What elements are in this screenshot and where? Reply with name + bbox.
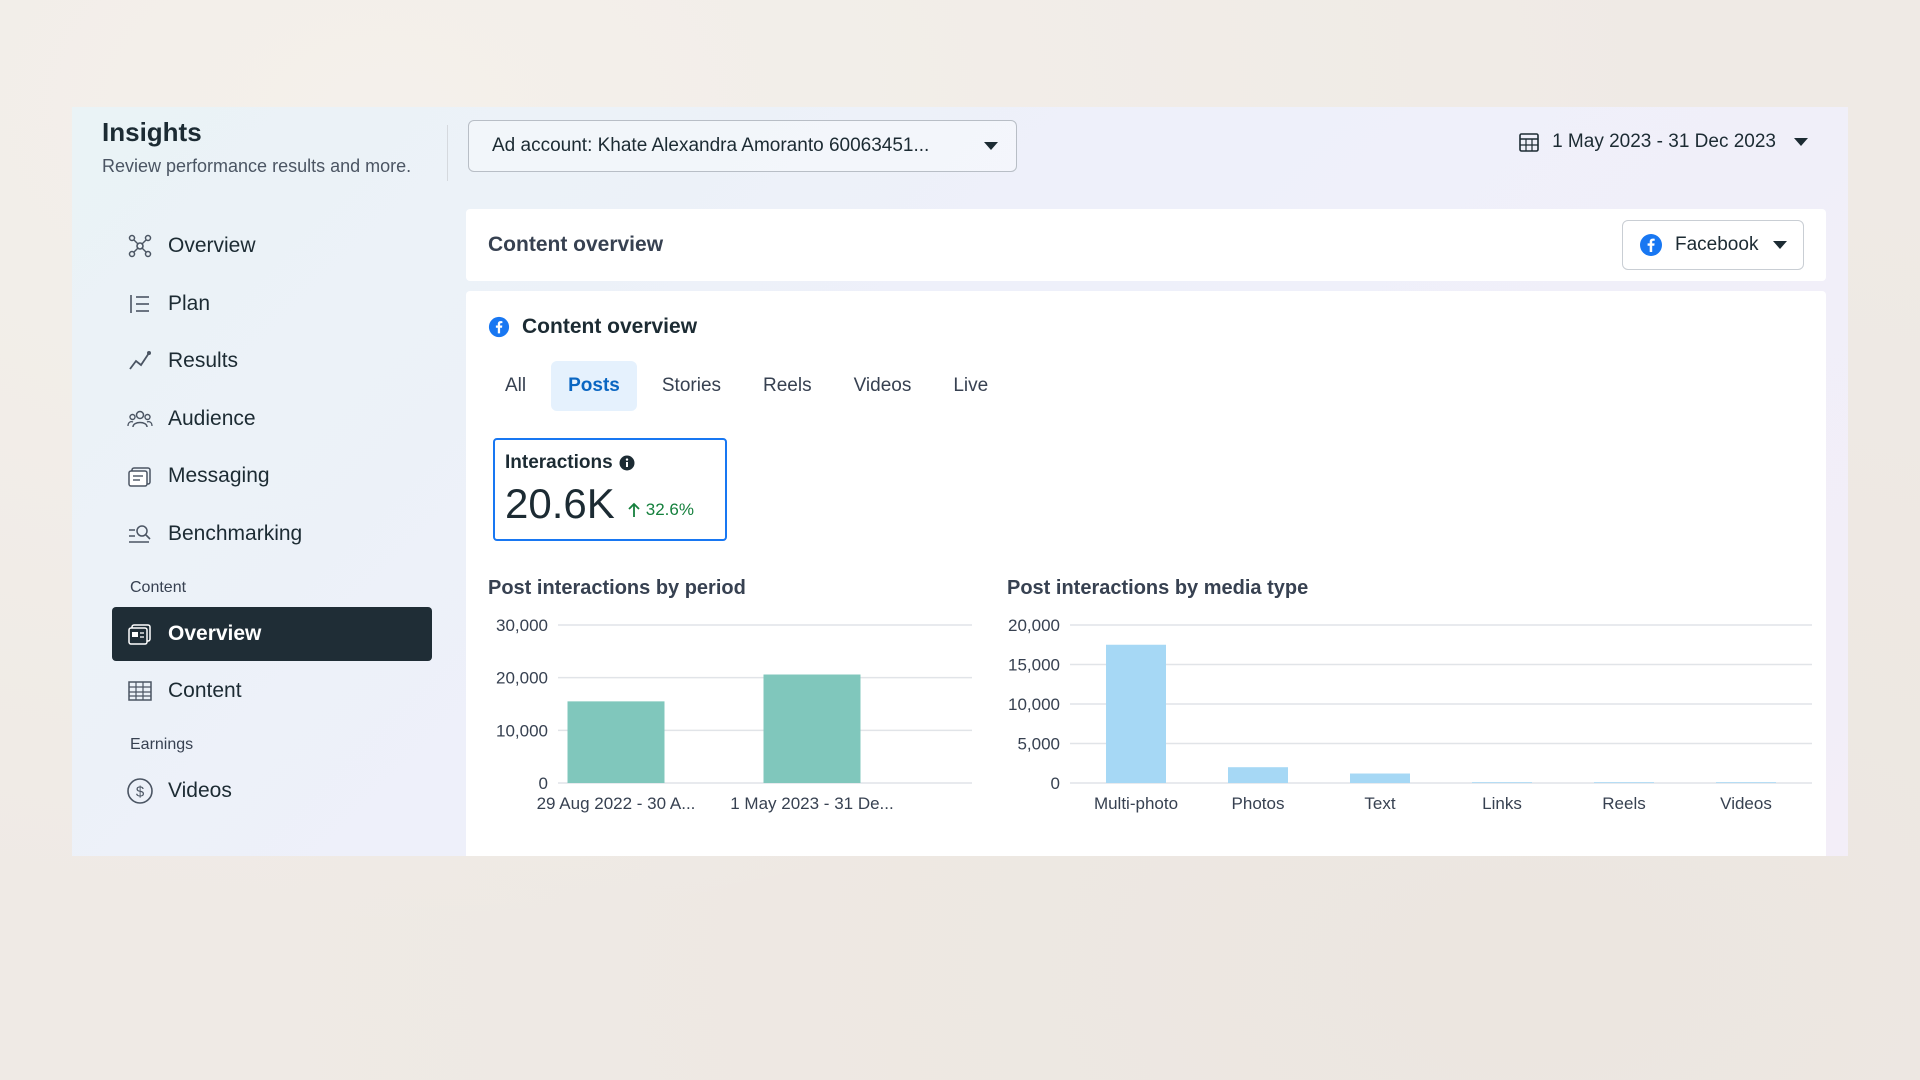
bar[interactable] bbox=[763, 674, 861, 783]
content-overview-title: Content overview bbox=[488, 315, 697, 339]
tab-stories[interactable]: Stories bbox=[661, 375, 722, 396]
audience-icon bbox=[126, 405, 154, 433]
ad-account-label: Ad account: Khate Alexandra Amoranto 600… bbox=[492, 135, 930, 156]
content-overview-panel: Content overview All Posts Stories Reels… bbox=[466, 291, 1826, 856]
sidebar-item-label: Plan bbox=[168, 291, 211, 315]
metric-label: Interactions bbox=[505, 452, 715, 474]
date-range-label: 1 May 2023 - 31 Dec 2023 bbox=[1552, 131, 1776, 152]
chevron-down-icon bbox=[1794, 138, 1808, 146]
interactions-metric-card[interactable]: Interactions 20.6K 32.6% bbox=[493, 438, 727, 541]
metric-label-text: Interactions bbox=[505, 452, 613, 473]
y-tick-label: 20,000 bbox=[1008, 616, 1060, 635]
chevron-down-icon bbox=[1773, 241, 1787, 249]
tab-live[interactable]: Live bbox=[953, 375, 989, 396]
insights-window: Insights Review performance results and … bbox=[72, 107, 1848, 856]
calendar-icon bbox=[1519, 133, 1539, 152]
facebook-icon bbox=[1640, 234, 1662, 256]
sidebar-item-label: Overview bbox=[168, 621, 262, 645]
x-tick-label: Photos bbox=[1232, 794, 1285, 813]
content-overview-header: Content overview Facebook bbox=[466, 209, 1826, 281]
sidebar-item-overview[interactable]: Overview bbox=[112, 219, 432, 273]
sidebar-item-audience[interactable]: Audience bbox=[112, 392, 432, 446]
sidebar-section-content: Content bbox=[130, 578, 187, 596]
chart-title-media-type: Post interactions by media type bbox=[1007, 577, 1309, 599]
sidebar-item-results[interactable]: Results bbox=[112, 334, 432, 388]
overview-icon bbox=[126, 232, 154, 260]
date-range-picker[interactable]: 1 May 2023 - 31 Dec 2023 bbox=[1518, 131, 1808, 153]
header-divider bbox=[447, 125, 448, 181]
sidebar-item-messaging[interactable]: Messaging bbox=[112, 449, 432, 503]
bar[interactable] bbox=[1716, 782, 1776, 783]
x-tick-label: Videos bbox=[1720, 794, 1772, 813]
bar[interactable] bbox=[1472, 782, 1532, 783]
tab-videos[interactable]: Videos bbox=[853, 375, 912, 396]
ad-account-select[interactable]: Ad account: Khate Alexandra Amoranto 600… bbox=[468, 120, 1017, 172]
y-tick-label: 15,000 bbox=[1008, 656, 1060, 675]
chart-title-period: Post interactions by period bbox=[488, 577, 746, 599]
sidebar-item-videos[interactable]: $ Videos bbox=[112, 764, 432, 818]
sidebar-item-benchmarking[interactable]: Benchmarking bbox=[112, 507, 432, 561]
dollar-icon: $ bbox=[126, 777, 154, 805]
bar[interactable] bbox=[1106, 644, 1166, 783]
x-tick-label: Reels bbox=[1602, 794, 1645, 813]
content-tabs: All Posts Stories Reels Videos Live bbox=[488, 361, 1005, 411]
page-subtitle: Review performance results and more. bbox=[102, 156, 412, 176]
sidebar-item-content[interactable]: Content bbox=[112, 664, 432, 718]
svg-text:$: $ bbox=[136, 784, 145, 801]
sidebar-item-label: Messaging bbox=[168, 464, 270, 487]
sidebar-nav: Overview Plan Results Audience Messaging bbox=[112, 219, 432, 822]
x-tick-label: 29 Aug 2022 - 30 A... bbox=[537, 794, 696, 813]
sidebar-item-content-overview[interactable]: Overview bbox=[112, 606, 432, 661]
tab-reels[interactable]: Reels bbox=[763, 375, 812, 396]
sidebar-item-label: Audience bbox=[168, 406, 256, 430]
metric-row: 20.6K 32.6% bbox=[505, 480, 715, 528]
x-tick-label: Text bbox=[1364, 794, 1395, 813]
content-overview-icon bbox=[126, 620, 154, 648]
x-tick-label: Links bbox=[1482, 794, 1522, 813]
bar[interactable] bbox=[1594, 782, 1654, 783]
chart-period: 0 10,000 20,000 30,000 29 Aug 2022 - 30 A...… bbox=[496, 616, 972, 813]
y-tick-label: 10,000 bbox=[496, 721, 548, 740]
arrow-up-icon bbox=[628, 502, 640, 517]
sidebar-item-label: Overview bbox=[168, 234, 256, 257]
sidebar-section-earnings: Earnings bbox=[130, 736, 194, 753]
bar[interactable] bbox=[567, 701, 665, 783]
y-tick-label: 0 bbox=[1051, 774, 1060, 793]
sidebar-item-plan[interactable]: Plan bbox=[112, 277, 432, 331]
sidebar-item-label: Content bbox=[168, 679, 242, 702]
sidebar-item-label: Results bbox=[168, 349, 239, 372]
benchmarking-icon bbox=[126, 520, 154, 548]
results-icon bbox=[126, 347, 154, 375]
bar[interactable] bbox=[1228, 767, 1288, 783]
metric-value: 20.6K bbox=[505, 480, 615, 527]
y-tick-label: 0 bbox=[539, 774, 548, 793]
info-icon[interactable] bbox=[619, 455, 635, 471]
y-tick-label: 5,000 bbox=[1017, 735, 1060, 754]
y-tick-label: 30,000 bbox=[496, 616, 548, 635]
sidebar-item-label: Benchmarking bbox=[168, 521, 303, 545]
platform-label: Facebook bbox=[1675, 234, 1759, 255]
messaging-icon bbox=[126, 462, 154, 490]
tab-all[interactable]: All bbox=[505, 375, 527, 396]
content-overview-title-text: Content overview bbox=[522, 315, 698, 338]
metric-change-value: 32.6% bbox=[645, 500, 694, 519]
bar[interactable] bbox=[1350, 773, 1410, 783]
x-tick-label: Multi-photo bbox=[1094, 794, 1178, 813]
x-tick-label: 1 May 2023 - 31 De... bbox=[730, 794, 893, 813]
sidebar-item-label: Videos bbox=[168, 779, 232, 802]
platform-select[interactable]: Facebook bbox=[1622, 220, 1804, 270]
content-overview-header-title: Content overview bbox=[488, 233, 664, 256]
y-tick-label: 20,000 bbox=[496, 669, 548, 688]
facebook-icon bbox=[488, 316, 510, 338]
chart-media-type: 0 5,000 10,000 15,000 20,000 Multi-photo Photo… bbox=[1008, 616, 1812, 813]
page-title: Insights bbox=[102, 117, 202, 147]
header-title-block: Insights Review performance results and … bbox=[102, 117, 411, 177]
tab-posts[interactable]: Posts bbox=[551, 361, 637, 411]
plan-icon bbox=[126, 290, 154, 318]
y-tick-label: 10,000 bbox=[1008, 695, 1060, 714]
table-icon bbox=[126, 677, 154, 705]
chevron-down-icon bbox=[984, 142, 998, 150]
metric-change: 32.6% bbox=[627, 500, 694, 520]
